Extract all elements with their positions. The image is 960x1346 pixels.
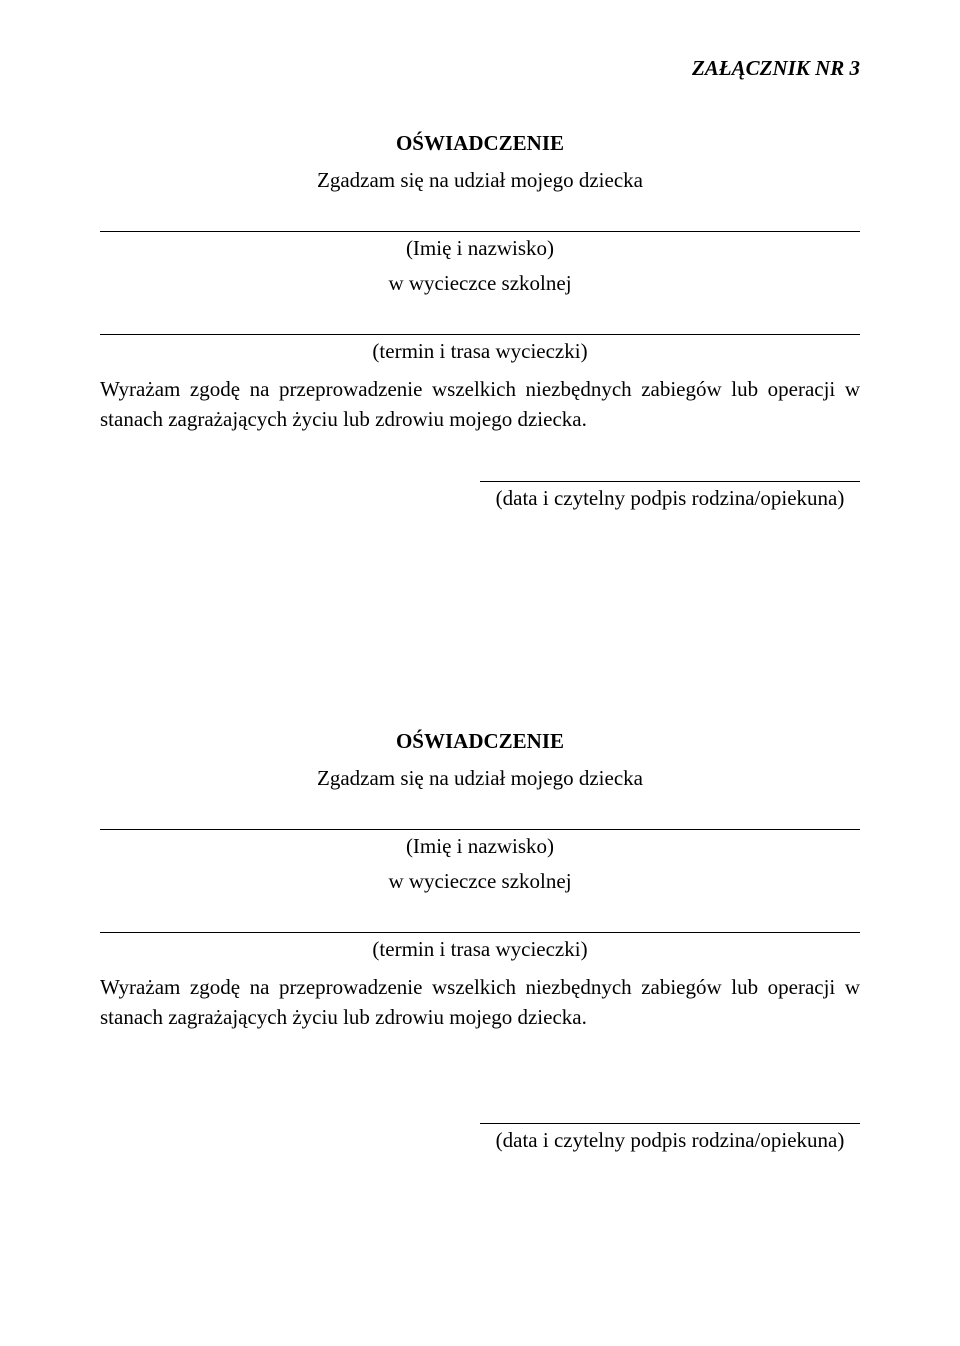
declaration-2-title: OŚWIADCZENIE	[100, 729, 860, 754]
name-fill-line-1	[100, 231, 860, 232]
declaration-1: OŚWIADCZENIE Zgadzam się na udział mojeg…	[100, 131, 860, 511]
signature-label-2: (data i czytelny podpis rodzina/opiekuna…	[480, 1128, 860, 1153]
declaration-1-trip-line: w wycieczce szkolnej	[100, 271, 860, 296]
declaration-2-paragraph: Wyrażam zgodę na przeprowadzenie wszelki…	[100, 972, 860, 1033]
trip-fill-line-2	[100, 932, 860, 933]
spacer-bottom	[100, 1033, 860, 1123]
declaration-2-consent-line: Zgadzam się na udział mojego dziecka	[100, 766, 860, 791]
declaration-2-name-label: (Imię i nazwisko)	[100, 834, 860, 859]
trip-fill-line-1	[100, 334, 860, 335]
signature-block-1: (data i czytelny podpis rodzina/opiekuna…	[100, 481, 860, 511]
spacer	[100, 539, 860, 729]
declaration-2-trip-line: w wycieczce szkolnej	[100, 869, 860, 894]
declaration-1-consent-line: Zgadzam się na udział mojego dziecka	[100, 168, 860, 193]
name-fill-line-2	[100, 829, 860, 830]
declaration-2-trip-details-label: (termin i trasa wycieczki)	[100, 937, 860, 962]
declaration-1-paragraph: Wyrażam zgodę na przeprowadzenie wszelki…	[100, 374, 860, 435]
signature-line-2	[480, 1123, 860, 1124]
signature-block-2: (data i czytelny podpis rodzina/opiekuna…	[100, 1123, 860, 1153]
declaration-1-trip-details-label: (termin i trasa wycieczki)	[100, 339, 860, 364]
declaration-2: OŚWIADCZENIE Zgadzam się na udział mojeg…	[100, 729, 860, 1153]
signature-label-1: (data i czytelny podpis rodzina/opiekuna…	[480, 486, 860, 511]
signature-line-1	[480, 481, 860, 482]
declaration-1-title: OŚWIADCZENIE	[100, 131, 860, 156]
declaration-1-name-label: (Imię i nazwisko)	[100, 236, 860, 261]
annex-header: ZAŁĄCZNIK NR 3	[100, 56, 860, 81]
